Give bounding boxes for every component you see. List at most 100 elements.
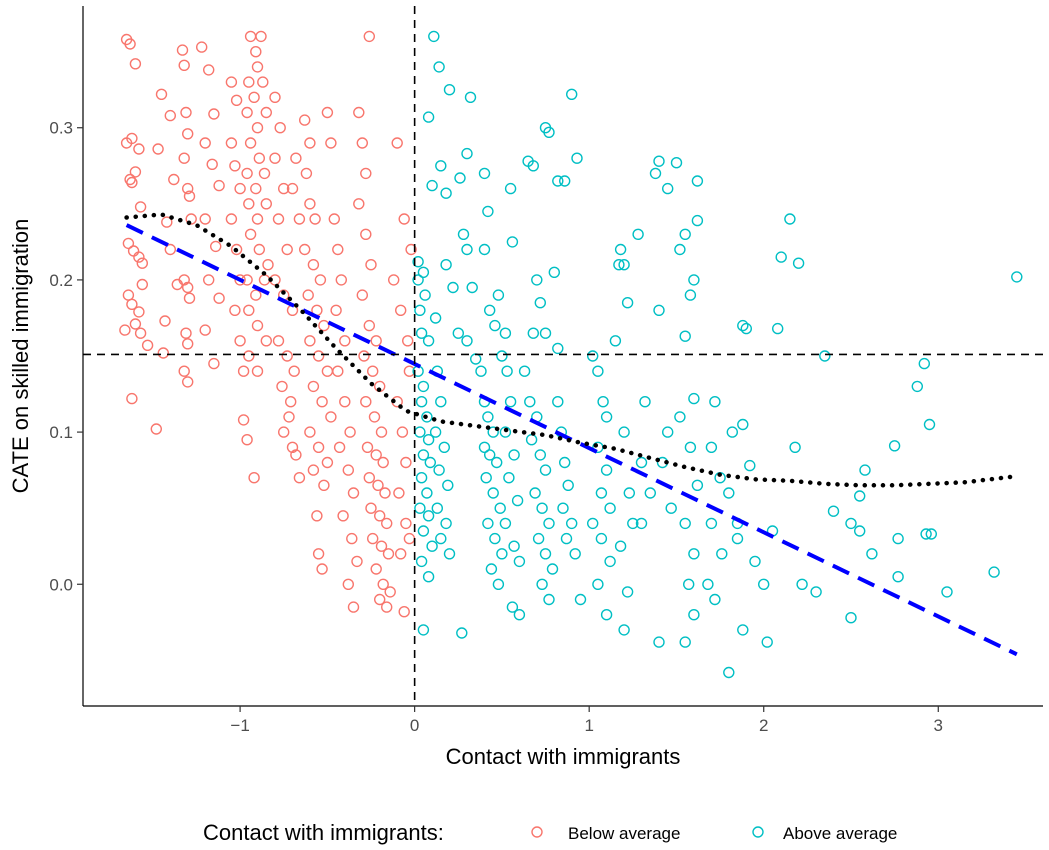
x-tick-label: 0 [410,716,419,735]
point-above-average [461,335,473,347]
point-above-average [438,441,450,453]
legend-key-below-average [531,826,543,838]
point-above-average [506,236,519,248]
point-below-average [248,91,260,104]
point-above-average [618,259,630,271]
point-below-average [276,380,288,393]
point-below-average [178,152,190,164]
point-above-average [499,327,512,339]
point-below-average [361,441,374,453]
point-above-average [827,505,840,517]
point-below-average [251,121,264,134]
point-above-average [443,83,456,96]
point-below-average [272,213,285,225]
point-below-average [164,109,177,122]
point-above-average [414,426,426,438]
point-above-average [478,167,491,180]
point-below-average [372,479,384,491]
point-below-average [307,259,320,271]
point-below-average [176,44,189,56]
point-above-average [422,111,435,123]
point-below-average [119,324,131,336]
point-above-average [796,578,808,590]
point-below-average [342,464,354,476]
point-below-average [304,335,316,347]
point-above-average [613,259,625,271]
point-below-average [360,396,372,408]
point-above-average [415,327,428,339]
point-above-average [592,578,604,590]
y-tick-label: 0.3 [49,119,73,138]
point-above-average [426,540,438,552]
point-above-average [925,528,937,540]
point-below-average [255,30,267,43]
point-above-average [810,586,822,598]
point-below-average [321,365,334,377]
point-below-average [278,426,290,438]
x-tick-label: −1 [230,716,249,735]
point-above-average [621,297,634,309]
point-below-average [199,137,211,149]
point-above-average [552,175,564,187]
point-below-average [168,173,180,186]
point-above-average [414,304,426,316]
point-above-average [688,548,700,560]
point-above-average [435,396,447,408]
point-above-average [417,380,430,393]
point-below-average [126,392,138,405]
point-above-average [543,593,555,606]
point-below-average [127,245,140,257]
point-below-average [374,593,386,606]
point-below-average [150,423,163,435]
point-above-average [508,449,520,461]
point-above-average [421,487,433,499]
point-below-average [243,198,255,210]
point-below-average [274,121,286,134]
point-below-average [381,601,393,613]
point-above-average [433,61,445,73]
point-below-average [293,213,306,225]
point-below-average [237,414,250,426]
point-below-average [136,257,149,269]
point-below-average [183,292,196,304]
point-below-average [272,335,285,347]
point-above-average [484,449,496,461]
point-above-average [731,532,744,545]
point-above-average [543,517,555,530]
point-above-average [501,365,513,377]
point-above-average [496,548,508,560]
point-below-average [381,517,393,530]
point-below-average [400,456,412,469]
point-below-average [133,143,145,155]
point-below-average [304,426,316,438]
point-below-average [134,201,147,213]
point-above-average [525,434,538,446]
point-above-average [789,441,801,453]
point-below-average [243,76,255,88]
point-above-average [524,396,536,408]
point-above-average [635,517,648,530]
point-below-average [234,335,246,347]
point-below-average [316,396,328,408]
point-below-average [309,213,321,225]
point-above-average [489,532,501,545]
point-below-average [195,41,208,53]
point-above-average [421,411,433,423]
point-below-average [129,166,142,178]
point-below-average [363,319,375,332]
smooth-fit-line [124,212,1020,488]
point-above-average [854,525,866,537]
point-below-average [339,396,351,408]
point-below-average [353,198,365,210]
point-above-average [491,456,503,469]
point-below-average [251,365,264,377]
point-above-average [562,479,574,491]
point-above-average [440,187,452,199]
point-below-average [208,108,220,120]
point-above-average [466,281,478,294]
point-above-average [422,335,435,347]
y-tick-label: 0.0 [49,575,73,594]
point-below-average [363,472,375,484]
point-above-average [546,563,559,575]
point-below-average [181,376,194,388]
